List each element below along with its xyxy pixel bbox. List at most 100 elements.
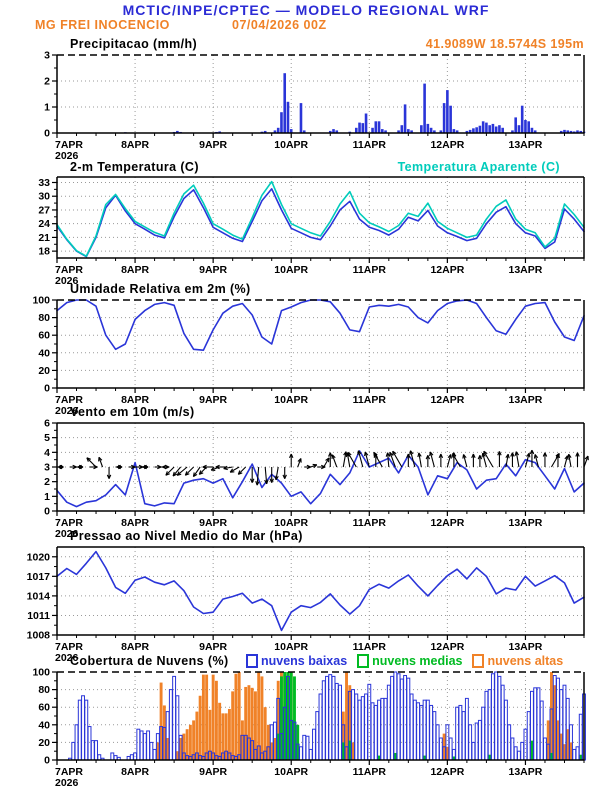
svg-text:11APR: 11APR — [353, 264, 387, 276]
legend-item-low-clouds: nuvens baixas — [246, 654, 347, 668]
location-label: 41.9089W 18.5744S 195m — [425, 37, 584, 51]
svg-text:8APR: 8APR — [121, 264, 149, 276]
svg-text:0: 0 — [44, 506, 50, 518]
svg-text:8APR: 8APR — [121, 641, 149, 653]
svg-text:60: 60 — [38, 330, 50, 342]
svg-text:2026: 2026 — [55, 652, 79, 664]
svg-text:6: 6 — [44, 418, 50, 430]
svg-text:2026: 2026 — [55, 528, 79, 540]
panel-title-clouds: Cobertura de Nuvens (%) — [70, 654, 229, 668]
svg-text:80: 80 — [38, 684, 50, 696]
svg-text:12APR: 12APR — [430, 641, 464, 653]
svg-text:1008: 1008 — [27, 630, 51, 642]
legend-label-low-clouds: nuvens baixas — [261, 654, 348, 668]
svg-text:13APR: 13APR — [509, 766, 543, 778]
svg-text:11APR: 11APR — [353, 517, 387, 529]
mid-clouds-swatch-icon — [357, 654, 370, 668]
svg-text:1014: 1014 — [27, 590, 51, 602]
svg-text:0: 0 — [44, 755, 50, 767]
svg-text:8APR: 8APR — [121, 394, 149, 406]
svg-text:2026: 2026 — [55, 150, 79, 162]
svg-text:13APR: 13APR — [509, 264, 543, 276]
svg-text:7APR: 7APR — [55, 394, 83, 406]
svg-text:0: 0 — [44, 128, 50, 140]
svg-text:9APR: 9APR — [199, 264, 227, 276]
svg-text:11APR: 11APR — [353, 766, 387, 778]
svg-text:1020: 1020 — [27, 551, 51, 563]
svg-text:1017: 1017 — [27, 571, 51, 583]
svg-text:20: 20 — [38, 737, 50, 749]
svg-text:9APR: 9APR — [199, 394, 227, 406]
svg-text:10APR: 10APR — [274, 641, 308, 653]
svg-text:40: 40 — [38, 347, 50, 359]
svg-text:13APR: 13APR — [509, 641, 543, 653]
svg-text:1: 1 — [44, 491, 50, 503]
svg-text:2: 2 — [44, 76, 50, 88]
svg-text:8APR: 8APR — [121, 517, 149, 529]
apparent-temperature-label: Temperatura Aparente (C) — [397, 160, 560, 174]
svg-text:7APR: 7APR — [55, 139, 83, 151]
svg-text:2026: 2026 — [55, 405, 79, 417]
svg-text:7APR: 7APR — [55, 264, 83, 276]
panel-title-precipitation: Precipitacao (mm/h) — [70, 37, 198, 51]
svg-text:11APR: 11APR — [353, 394, 387, 406]
svg-text:100: 100 — [32, 667, 50, 679]
svg-text:2: 2 — [44, 476, 50, 488]
svg-text:9APR: 9APR — [199, 766, 227, 778]
svg-text:7APR: 7APR — [55, 517, 83, 529]
panel-title-wind: Vento em 10m (m/s) — [70, 405, 195, 419]
legend-item-high-clouds: nuvens altas — [472, 654, 563, 668]
svg-text:0: 0 — [44, 383, 50, 395]
svg-text:10APR: 10APR — [274, 766, 308, 778]
svg-text:10APR: 10APR — [274, 517, 308, 529]
legend-label-high-clouds: nuvens altas — [487, 654, 564, 668]
legend-item-mid-clouds: nuvens medias — [357, 654, 462, 668]
run-datetime-label: 07/04/2026 00Z — [232, 18, 327, 32]
svg-text:30: 30 — [38, 191, 50, 203]
svg-text:12APR: 12APR — [430, 766, 464, 778]
svg-text:10APR: 10APR — [274, 264, 308, 276]
svg-text:9APR: 9APR — [199, 139, 227, 151]
svg-text:8APR: 8APR — [121, 766, 149, 778]
svg-text:2026: 2026 — [55, 275, 79, 287]
svg-text:11APR: 11APR — [353, 139, 387, 151]
svg-text:13APR: 13APR — [509, 139, 543, 151]
svg-text:3: 3 — [44, 462, 50, 474]
svg-text:12APR: 12APR — [430, 264, 464, 276]
svg-text:12APR: 12APR — [430, 394, 464, 406]
panel-title-temperature: 2-m Temperatura (C) — [70, 160, 199, 174]
svg-text:27: 27 — [38, 204, 50, 216]
page-title: MCTIC/INPE/CPTEC — MODELO REGIONAL WRF — [122, 2, 490, 18]
svg-text:10APR: 10APR — [274, 139, 308, 151]
svg-text:18: 18 — [38, 246, 50, 258]
svg-text:7APR: 7APR — [55, 766, 83, 778]
svg-text:12APR: 12APR — [430, 517, 464, 529]
high-clouds-swatch-icon — [472, 654, 485, 668]
svg-text:1: 1 — [44, 102, 50, 114]
svg-text:33: 33 — [38, 177, 50, 189]
svg-text:9APR: 9APR — [199, 641, 227, 653]
svg-text:12APR: 12APR — [430, 139, 464, 151]
svg-text:40: 40 — [38, 719, 50, 731]
svg-text:5: 5 — [44, 432, 50, 444]
low-clouds-swatch-icon — [246, 654, 258, 668]
svg-text:60: 60 — [38, 702, 50, 714]
legend-label-mid-clouds: nuvens medias — [372, 654, 463, 668]
panel-title-humidity: Umidade Relativa em 2m (%) — [70, 282, 251, 296]
svg-text:20: 20 — [38, 365, 50, 377]
svg-text:7APR: 7APR — [55, 641, 83, 653]
svg-text:4: 4 — [44, 447, 50, 459]
svg-text:10APR: 10APR — [274, 394, 308, 406]
svg-text:11APR: 11APR — [353, 641, 387, 653]
svg-text:8APR: 8APR — [121, 139, 149, 151]
svg-text:21: 21 — [38, 232, 50, 244]
cloud-legend: nuvens baixas nuvens medias nuvens altas — [246, 654, 563, 668]
